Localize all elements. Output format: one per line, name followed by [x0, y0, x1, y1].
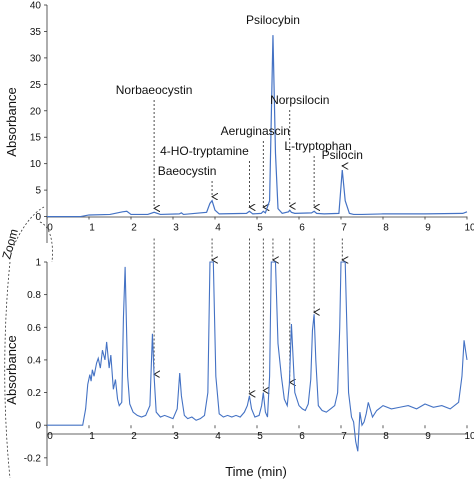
peak-label: L-tryptophan — [284, 139, 351, 153]
top-x-tick-label: 9 — [425, 223, 431, 234]
top-y-tick-label: 15 — [30, 133, 42, 144]
top-x-tick-label: 2 — [131, 223, 137, 234]
bottom-x-tick-label: 3 — [173, 431, 179, 442]
bottom-x-tick-label: 5 — [257, 431, 263, 442]
peak-label: Norbaeocystin — [116, 83, 193, 97]
top-y-tick-label: 35 — [30, 27, 42, 38]
top-x-tick-label: 6 — [299, 223, 305, 234]
bottom-y-tick-label: 0.6 — [27, 323, 41, 334]
bottom-x-axis-title: Time (min) — [225, 464, 287, 479]
bottom-series-line — [47, 261, 468, 452]
top-x-tick-label: 3 — [173, 223, 179, 234]
top-y-tick-label: 0 — [35, 212, 41, 223]
peak-label: Norpsilocin — [270, 93, 329, 107]
peak-label: Baeocystin — [158, 164, 217, 178]
bottom-panel: -0.2 0 0.2 0.4 0.6 0.8 1 0 1 2 3 4 5 6 7 8 9 10 Absorban… — [4, 238, 474, 479]
bottom-y-tick-label: -0.2 — [24, 453, 42, 464]
bottom-x-tick-label: 0 — [47, 431, 53, 442]
top-x-tick-label: 1 — [89, 223, 95, 234]
top-y-axis-title: Absorbance — [4, 87, 19, 156]
top-series-line — [47, 35, 468, 218]
peak-label: Psilocin — [322, 148, 363, 162]
bottom-y-tick-label: 0.4 — [27, 355, 41, 366]
top-panel: 0 5 10 15 20 25 30 35 40 0 1 2 3 4 5 6 7 8 9 10 Psilocybin… — [4, 1, 474, 243]
top-x-tick-label: 10 — [464, 223, 474, 234]
top-x-tick-label: 5 — [257, 223, 263, 234]
zoom-label: Zoom — [0, 227, 21, 260]
bottom-y-tick-label: 0.8 — [27, 290, 41, 301]
bottom-x-tick-label: 10 — [464, 431, 474, 442]
zoom-dashed-curve-upper — [9, 206, 45, 256]
peak-label: Psilocybin — [246, 13, 300, 27]
bottom-x-tick-label: 1 — [89, 431, 95, 442]
top-y-tick-label: 30 — [30, 53, 42, 64]
bottom-x-tick-label: 9 — [425, 431, 431, 442]
zoom-dashed-curve-left — [4, 261, 11, 479]
top-x-tick-label: 7 — [341, 223, 347, 234]
top-x-tick-label: 4 — [215, 223, 221, 234]
bottom-y-tick-label: 0.2 — [27, 388, 41, 399]
top-x-tick-label: 0 — [47, 223, 53, 234]
bottom-x-tick-label: 6 — [299, 431, 305, 442]
peak-label: 4-HO-tryptamine — [160, 144, 249, 158]
top-y-tick-label: 5 — [35, 186, 41, 197]
bottom-x-tick-label: 2 — [131, 431, 137, 442]
top-y-tick-label: 10 — [30, 159, 42, 170]
top-y-tick-label: 40 — [30, 1, 42, 12]
peak-label: Aeruginascin — [221, 124, 290, 138]
top-y-tick-label: 25 — [30, 80, 42, 91]
bottom-y-tick-label: 1 — [35, 258, 41, 269]
bottom-x-tick-label: 7 — [341, 431, 347, 442]
top-x-tick-label: 8 — [383, 223, 389, 234]
bottom-y-tick-label: 0 — [35, 421, 41, 432]
bottom-x-tick-label: 4 — [215, 431, 221, 442]
bottom-y-axis-title: Absorbance — [4, 335, 19, 404]
bottom-x-tick-label: 8 — [383, 431, 389, 442]
top-y-tick-label: 20 — [30, 106, 42, 117]
